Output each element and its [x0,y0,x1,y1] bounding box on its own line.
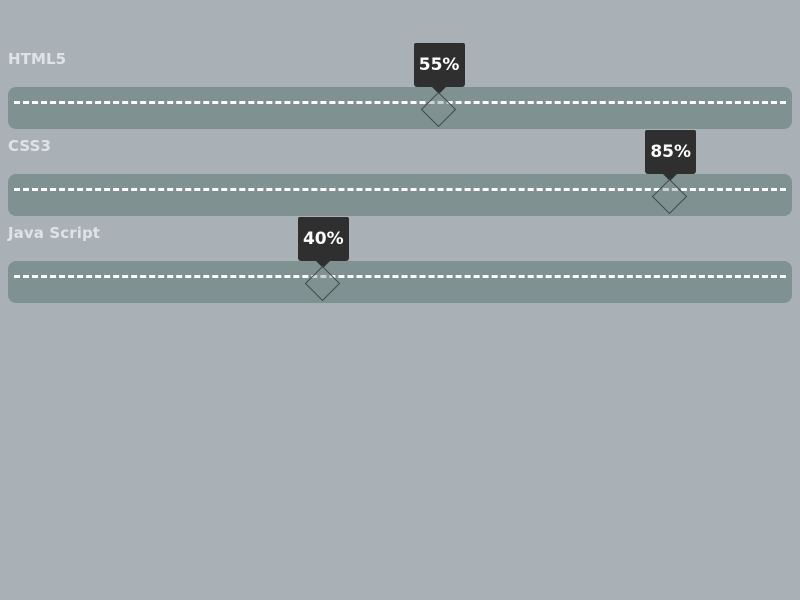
value-tooltip: 85% [645,130,697,174]
slider-handle[interactable] [304,265,340,302]
value-tooltip: 40% [297,217,349,261]
skill-label: CSS3 [8,137,52,155]
skill-slider-track[interactable]: 55% [8,43,792,129]
skill-slider-track[interactable]: 85% [8,130,792,216]
tooltip-arrow-icon [431,87,446,94]
dashed-line [14,101,786,104]
tooltip-arrow-icon [663,174,678,181]
slider-handle[interactable] [420,91,456,128]
dashed-line [14,188,786,191]
skill-label: HTML5 [8,50,67,68]
value-tooltip: 55% [413,43,465,87]
skill-slider-track[interactable]: 40% [8,217,792,303]
dashed-line [14,275,786,278]
skill-label: Java Script [8,224,101,242]
tooltip-arrow-icon [315,261,330,268]
slider-handle[interactable] [652,178,688,215]
